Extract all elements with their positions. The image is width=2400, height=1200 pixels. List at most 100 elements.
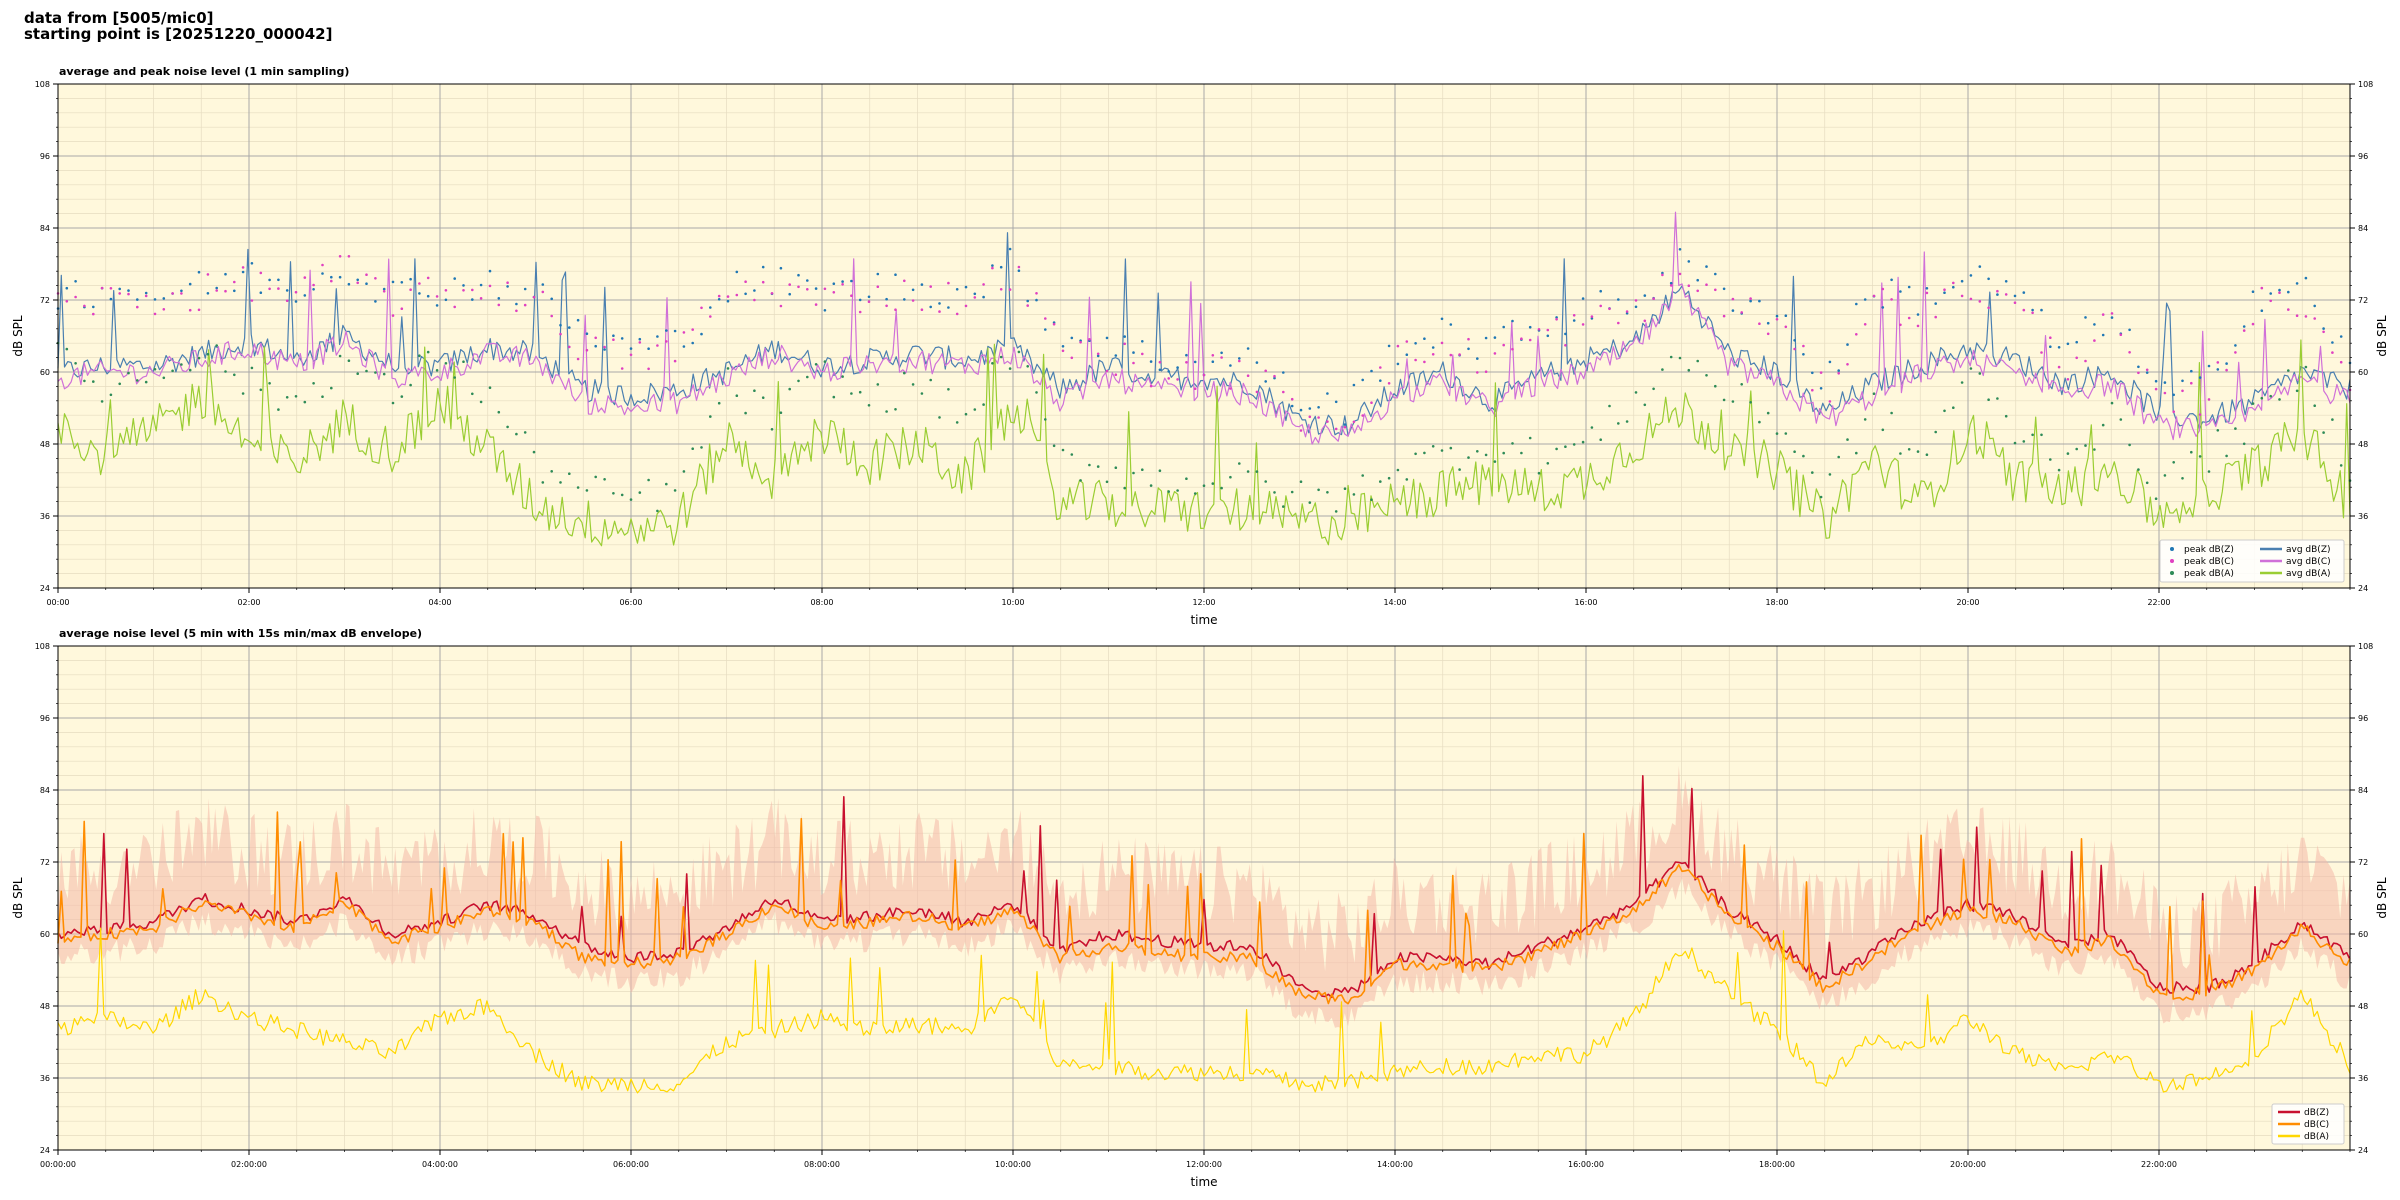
series-peak-db-z xyxy=(56,247,2352,426)
point-peak-db-a xyxy=(682,470,686,473)
ytick-label-right: 72 xyxy=(2358,858,2368,867)
point-peak-db-c xyxy=(206,273,210,276)
point-peak-db-c xyxy=(982,283,985,286)
point-peak-db-c xyxy=(1837,372,1840,375)
point-peak-db-c xyxy=(665,340,668,343)
legend-label-db-a: dB(A) xyxy=(2304,1132,2329,1142)
point-peak-db-c xyxy=(365,273,368,277)
point-peak-db-c xyxy=(1185,361,1188,364)
point-peak-db-z xyxy=(2304,276,2308,280)
point-peak-db-z xyxy=(1899,290,1902,293)
point-peak-db-c xyxy=(2084,359,2087,363)
point-peak-db-a xyxy=(2242,442,2246,446)
point-peak-db-a xyxy=(2145,481,2149,485)
point-peak-db-c xyxy=(682,331,686,334)
point-peak-db-z xyxy=(2225,362,2228,365)
point-peak-db-a xyxy=(250,366,254,370)
point-peak-db-z xyxy=(673,329,677,333)
point-peak-db-a xyxy=(162,376,166,380)
point-peak-db-a xyxy=(1202,484,1206,488)
point-peak-db-c xyxy=(1960,294,1964,298)
point-peak-db-z xyxy=(1996,293,1999,296)
point-peak-db-a xyxy=(2331,418,2334,421)
point-peak-db-a xyxy=(1167,490,1170,493)
point-peak-db-z xyxy=(682,345,686,348)
point-peak-db-c xyxy=(1802,344,1805,348)
point-peak-db-a xyxy=(382,372,386,376)
point-peak-db-z xyxy=(1246,347,1250,350)
point-peak-db-z xyxy=(550,297,553,301)
point-peak-db-c xyxy=(1546,328,1550,332)
point-peak-db-c xyxy=(241,266,245,269)
point-peak-db-z xyxy=(118,287,121,291)
data-source-label: data from [5005/mic0] xyxy=(24,9,214,27)
ytick-label-left: 48 xyxy=(40,440,50,449)
point-peak-db-c xyxy=(1617,321,1620,325)
point-peak-db-z xyxy=(2172,393,2175,397)
point-peak-db-a xyxy=(356,372,360,376)
point-peak-db-a xyxy=(1052,444,1056,448)
point-peak-db-a xyxy=(1802,454,1805,458)
point-peak-db-c xyxy=(1740,311,1743,314)
panel-5min-chart: 24 24 36 36 48 48 60 60 72 72 84 84 96 96 108 108 00:00:… xyxy=(11,627,2389,1189)
point-peak-db-z xyxy=(541,283,545,286)
point-peak-db-c xyxy=(1520,337,1523,341)
point-peak-db-a xyxy=(206,352,210,356)
point-peak-db-z xyxy=(594,344,597,348)
point-peak-db-c xyxy=(506,281,509,285)
point-peak-db-c xyxy=(832,291,836,294)
point-peak-db-c xyxy=(83,304,86,308)
ytick-label-left: 108 xyxy=(35,642,50,651)
point-peak-db-z xyxy=(1846,343,1849,346)
point-peak-db-c xyxy=(1370,401,1373,405)
point-peak-db-z xyxy=(2287,290,2290,294)
point-peak-db-a xyxy=(1608,404,1611,408)
point-peak-db-a xyxy=(479,400,483,404)
point-peak-db-a xyxy=(2022,440,2026,443)
legend-marker-peak-db-z xyxy=(2170,547,2174,551)
point-peak-db-z xyxy=(180,289,183,293)
point-peak-db-a xyxy=(1855,451,1858,455)
point-peak-db-z xyxy=(647,347,650,351)
xtick-label: 20:00 xyxy=(1956,598,1979,607)
point-peak-db-a xyxy=(700,446,703,449)
point-peak-db-c xyxy=(171,292,174,295)
point-peak-db-a xyxy=(197,356,201,360)
point-peak-db-c xyxy=(814,303,818,306)
point-peak-db-z xyxy=(964,285,968,289)
point-peak-db-a xyxy=(603,478,606,481)
point-peak-db-a xyxy=(1185,477,1188,481)
xtick-label: 06:00:00 xyxy=(613,1160,649,1169)
point-peak-db-c xyxy=(1952,281,1955,285)
point-peak-db-a xyxy=(991,362,994,365)
point-peak-db-c xyxy=(374,277,377,280)
point-peak-db-c xyxy=(744,280,747,284)
point-peak-db-c xyxy=(532,295,536,299)
point-peak-db-a xyxy=(1352,493,1356,496)
point-peak-db-c xyxy=(576,357,580,361)
point-peak-db-a xyxy=(1423,451,1426,455)
point-peak-db-c xyxy=(788,283,791,286)
ytick-label-right: 24 xyxy=(2358,584,2368,593)
point-peak-db-c xyxy=(224,289,227,293)
point-peak-db-c xyxy=(1934,315,1937,319)
point-peak-db-c xyxy=(1238,359,1241,363)
legend-label-peak-db-z: peak dB(Z) xyxy=(2184,545,2234,555)
point-peak-db-c xyxy=(1132,361,1135,365)
figure-header: data from [5005/mic0] starting point is … xyxy=(24,10,332,42)
point-peak-db-a xyxy=(2313,404,2316,408)
point-peak-db-z xyxy=(999,265,1003,269)
point-peak-db-c xyxy=(418,282,421,285)
point-peak-db-c xyxy=(2013,301,2017,305)
point-peak-db-a xyxy=(1502,451,1505,455)
point-peak-db-c xyxy=(1705,283,1708,287)
point-peak-db-a xyxy=(2339,464,2343,467)
point-peak-db-c xyxy=(1290,397,1294,401)
point-peak-db-c xyxy=(1899,323,1902,327)
point-peak-db-z xyxy=(612,334,615,338)
series-group xyxy=(57,765,2351,1094)
point-peak-db-z xyxy=(1070,336,1074,340)
point-peak-db-z xyxy=(497,297,501,300)
point-peak-db-a xyxy=(471,392,474,396)
